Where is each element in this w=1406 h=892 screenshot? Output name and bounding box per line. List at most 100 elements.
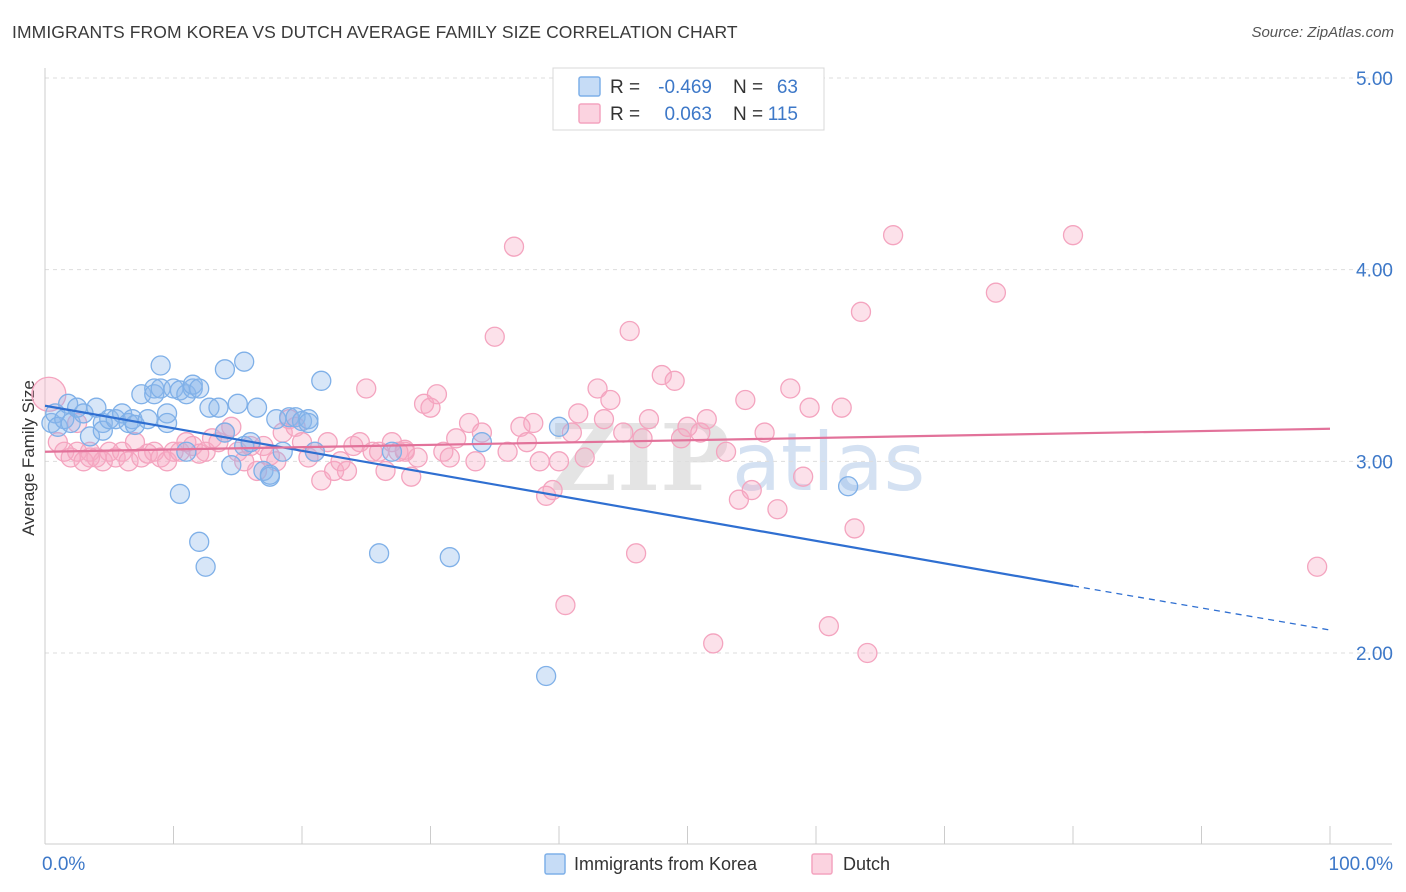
dutch-point-59 (420, 397, 441, 418)
dutch-point-113 (1307, 556, 1328, 577)
korea-point-63 (548, 416, 570, 437)
dutch-point-32 (246, 460, 268, 482)
dutch-point-49 (356, 378, 377, 399)
korea-point-61 (471, 432, 493, 453)
series-legend: Immigrants from Korea Dutch (544, 853, 890, 875)
dutch-point-95 (703, 633, 724, 654)
dutch-point-104 (799, 397, 820, 418)
dutch-point-56 (401, 466, 422, 487)
dutch-point-68 (497, 441, 518, 462)
dutch-point-72 (523, 412, 544, 434)
dutch-point-105 (818, 616, 839, 637)
legend-n-value-0: 63 (777, 77, 798, 98)
legend-n-label-1: N = (733, 104, 763, 125)
dutch-point-91 (670, 428, 692, 449)
korea-point-8 (79, 426, 101, 447)
dutch-point-82 (593, 409, 615, 430)
dutch-point-62 (439, 447, 460, 468)
dutch-point-85 (619, 320, 640, 342)
dutch-point-28 (221, 416, 242, 437)
dutch-point-115 (79, 447, 101, 468)
korea-point-46 (253, 460, 274, 482)
axes (44, 68, 1392, 845)
korea-point-34 (189, 531, 210, 552)
bottom-legend-swatch-dutch (811, 853, 833, 875)
korea-point-55 (298, 412, 319, 434)
source-label: Source: ZipAtlas.com (1251, 24, 1394, 41)
korea-point-39 (214, 359, 236, 380)
dutch-point-100 (754, 422, 775, 443)
dutch-point-109 (857, 642, 878, 664)
dutch-point-93 (690, 422, 711, 443)
dutch-point-103 (793, 466, 814, 487)
dutch-point-94 (696, 409, 717, 430)
korea-point-37 (208, 397, 229, 418)
dutch-point-106 (831, 397, 852, 418)
dutch-point-73 (529, 451, 550, 472)
dutch-point-112 (1062, 225, 1084, 246)
korea-point-32 (169, 483, 191, 505)
korea-point-50 (272, 441, 293, 462)
korea-point-40 (221, 455, 242, 476)
x-tick-label-0: 0.0% (42, 854, 85, 875)
korea-point-57 (311, 370, 332, 391)
x-tick-label-1: 100.0% (1329, 854, 1394, 875)
dutch-point-81 (587, 378, 608, 399)
korea-point-21 (144, 384, 165, 405)
korea-trend-line-extension (1072, 585, 1331, 631)
korea-point-10 (92, 412, 113, 434)
dutch-point-84 (613, 422, 634, 443)
dutch-point-101 (767, 499, 788, 520)
dutch-point-98 (735, 389, 756, 411)
x-ticks (44, 826, 1331, 844)
dutch-point-110 (882, 225, 904, 246)
korea-point-41 (227, 393, 248, 414)
y-tick-label-3: 5.00 (1356, 69, 1393, 90)
korea-point-31 (189, 378, 210, 399)
legend-n-value-1: 115 (768, 104, 798, 125)
korea-point-45 (246, 397, 268, 418)
korea-point-33 (176, 441, 197, 462)
dutch-trend-line (44, 427, 1331, 453)
dutch-point-70 (510, 416, 531, 437)
dutch-point-86 (625, 543, 647, 564)
korea-point-52 (285, 407, 306, 428)
korea-point-25 (156, 412, 178, 434)
dutch-point-61 (433, 441, 454, 462)
dutch-point-60 (426, 384, 448, 405)
korea-point-35 (195, 556, 216, 577)
legend-swatch-korea (578, 76, 601, 97)
y-tick-label-0: 2.00 (1356, 644, 1393, 665)
dutch-point-46 (336, 460, 358, 482)
x-tick-labels: 0.0% 100.0% (42, 854, 1393, 875)
dutch-point-12 (118, 451, 139, 472)
dutch-point-88 (638, 409, 660, 430)
watermark-atlas: atlas (732, 416, 925, 509)
dutch-point-99 (741, 479, 762, 501)
correlation-legend: R = -0.469 N = 63 R = 0.063 N = 115 (552, 67, 825, 131)
dutch-point-96 (715, 441, 737, 462)
korea-point-59 (381, 441, 403, 462)
legend-r-value-1: 0.063 (664, 104, 712, 125)
dutch-point-89 (651, 364, 672, 386)
korea-point-62 (536, 665, 557, 687)
y-tick-label-2: 4.00 (1356, 261, 1393, 282)
trend-lines (44, 404, 1331, 631)
dutch-point-87 (632, 428, 653, 449)
series-korea-points (41, 351, 859, 687)
bottom-legend-label-dutch: Dutch (843, 854, 890, 874)
dutch-point-80 (574, 447, 595, 468)
dutch-point-17 (150, 447, 171, 468)
legend-n-label-0: N = (733, 77, 763, 98)
korea-point-64 (837, 476, 859, 497)
korea-trend-line (44, 404, 1074, 588)
bottom-legend-swatch-korea (544, 853, 566, 875)
series-dutch-points (31, 225, 1328, 664)
y-tick-label-1: 3.00 (1356, 452, 1393, 473)
dutch-point-69 (503, 236, 525, 257)
y-tick-labels: 2.00 3.00 4.00 5.00 (1356, 69, 1393, 665)
dutch-point-108 (850, 301, 872, 322)
dutch-point-10 (105, 447, 126, 468)
y-axis-title: Average Family Size (19, 380, 38, 536)
